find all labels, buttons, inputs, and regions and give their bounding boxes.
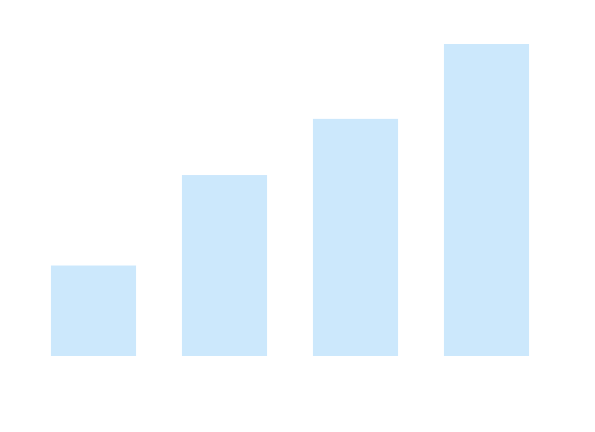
bar [181, 175, 268, 356]
bar [443, 44, 530, 356]
bar [312, 118, 399, 356]
bar [50, 265, 137, 356]
